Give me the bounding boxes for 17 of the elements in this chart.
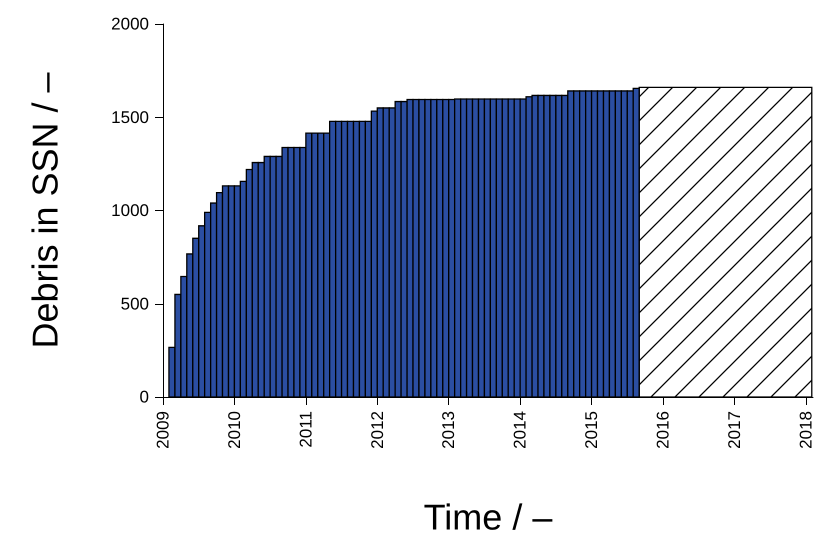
x-tick-label: 2014 (510, 411, 530, 449)
y-tick-label: 2000 (111, 14, 149, 34)
x-axis-title: Time / – (424, 496, 552, 538)
x-tick-label: 2016 (654, 411, 672, 449)
x-tick-label: 2012 (368, 411, 387, 449)
x-tick-label: 2010 (224, 411, 244, 449)
x-tick-label: 2009 (154, 411, 172, 449)
x-tick-label: 2017 (724, 411, 744, 449)
x-tick-label: 2018 (796, 411, 816, 449)
x-tick-label: 2013 (439, 411, 458, 449)
y-axis-title: Debris in SSN / – (24, 72, 66, 349)
y-tick-label: 500 (120, 294, 149, 314)
y-tick-label: 1000 (111, 201, 149, 220)
x-tick-label: 2011 (296, 411, 316, 448)
x-tick-label: 2015 (582, 411, 602, 449)
y-tick-label: 0 (140, 388, 149, 406)
y-tick-label: 1500 (111, 108, 149, 127)
